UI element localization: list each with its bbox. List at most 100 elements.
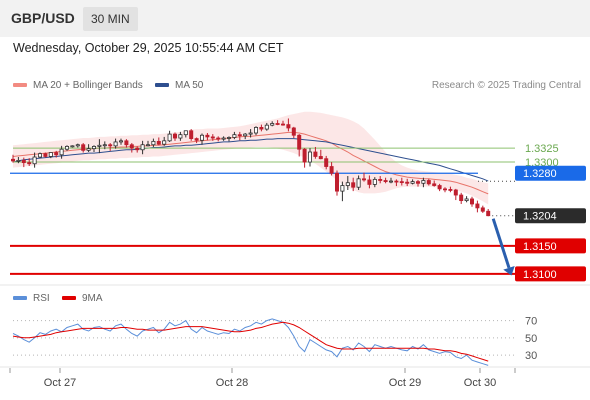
candle [226,137,231,139]
candle [356,178,361,188]
ma9-swatch [62,296,76,301]
candle [313,151,318,157]
candle [318,156,323,160]
candle [48,152,53,157]
candle [383,180,388,183]
ma50-legend-label: MA 50 [175,80,204,91]
candle [183,130,188,136]
candle [448,189,453,191]
rsi-swatch [13,296,27,301]
candle [334,172,339,192]
target-tag [515,238,586,254]
bollinger-band-area [13,111,489,205]
candle [442,188,447,191]
candle [81,144,86,151]
candle [432,183,437,186]
bollinger-legend: MA 20 + Bollinger Bands [13,80,143,91]
candle [329,166,334,174]
x-tick-label: Oct 29 [389,377,421,389]
resistance-label: 1.3325 [525,143,559,155]
candle [248,132,253,135]
rsi-line [12,318,489,366]
candle [361,178,366,181]
research-credit: Research © 2025 Trading Central [431,80,581,91]
candle [340,185,345,192]
candle [291,127,296,136]
rsi-tick-label: 50 [525,333,537,345]
candle [167,133,172,142]
candle [65,146,70,150]
candle [243,133,248,137]
candle [270,123,275,126]
candle [453,189,458,196]
candle [469,198,474,205]
candle [140,144,145,151]
candle [405,181,410,184]
ma50-swatch [155,83,169,88]
candle [459,194,464,202]
x-tick-label: Oct 27 [44,377,76,389]
candle [59,148,64,156]
datetime-label: Wednesday, October 29, 2025 10:55:44 AM … [13,41,284,55]
candle [97,144,102,147]
candle [27,162,32,165]
candle [108,144,113,147]
candle [124,140,129,146]
candle [280,123,285,126]
candle [205,134,210,138]
bollinger-swatch [13,83,27,88]
candle [464,198,469,202]
candle [156,140,161,145]
candle [302,148,307,163]
interval-button[interactable]: 30 MIN [83,7,138,31]
candle [70,145,75,148]
candle [351,182,356,188]
candle [394,180,399,183]
candle [297,134,302,150]
candle [75,144,80,147]
candle [16,159,21,162]
ma50-legend: MA 50 [155,80,203,91]
candle [437,185,442,190]
rsi-legend: RSI [13,293,50,304]
candle [237,134,242,137]
candle [232,134,237,138]
candle [480,207,485,212]
candle [399,181,404,184]
chart-header: GBP/USD 30 MIN [0,0,590,37]
candle [475,203,480,209]
ma9-legend: 9MA [62,293,103,304]
candle [367,179,372,185]
target-tag-label: 1.3150 [523,241,557,253]
rsi-legend-label: RSI [33,293,50,304]
candle [162,140,167,145]
candle [253,127,258,134]
candle [21,159,26,164]
candle [194,138,199,141]
candle [92,146,97,150]
candle [372,178,377,185]
last_price-tag-label: 1.3204 [523,211,557,223]
candle [216,137,221,140]
candle [10,158,15,162]
forecast-arrow-line [491,218,511,269]
candle [151,140,156,146]
target-tag [515,266,586,282]
candle [421,180,426,184]
candle [129,144,134,149]
candle [426,180,431,185]
candle [135,147,140,151]
candle [119,140,124,143]
forecast-arrow-head [503,265,515,276]
candle [410,181,415,184]
rsi-tick-label: 30 [525,350,537,362]
candle [388,180,393,183]
candle [345,182,350,186]
candle [259,127,264,130]
ma9-legend-label: 9MA [82,293,103,304]
x-tick-label: Oct 28 [216,377,248,389]
candle [275,123,280,125]
candle [113,141,118,147]
candle [38,153,43,158]
pivot-tag-label: 1.3280 [523,168,557,180]
